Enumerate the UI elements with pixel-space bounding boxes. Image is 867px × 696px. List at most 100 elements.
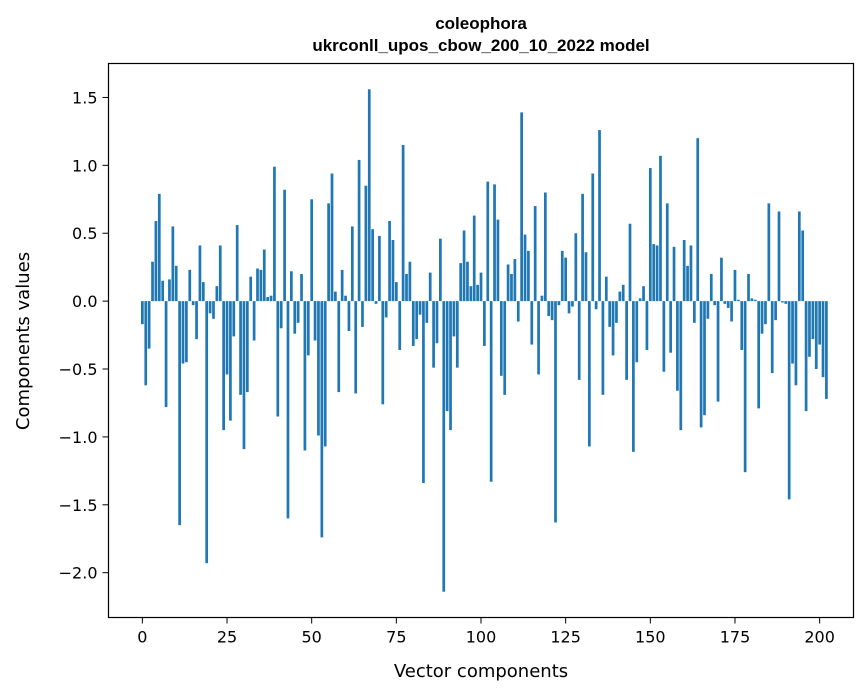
bar-79 xyxy=(408,261,412,302)
bar-49 xyxy=(306,301,310,356)
bar-74 xyxy=(391,240,395,302)
bar-102 xyxy=(486,181,490,302)
x-tick-label: 50 xyxy=(302,628,322,647)
x-tick-label: 200 xyxy=(804,628,835,647)
bar-128 xyxy=(574,233,578,302)
bar-23 xyxy=(218,245,222,302)
bar-158 xyxy=(676,301,679,391)
bar-17 xyxy=(198,245,202,302)
bar-149 xyxy=(645,301,649,350)
bar-197 xyxy=(808,301,811,357)
bar-21 xyxy=(212,301,215,319)
bar-72 xyxy=(384,301,388,318)
bar-67 xyxy=(367,89,371,302)
bar-120 xyxy=(547,301,551,317)
bar-63 xyxy=(354,301,358,394)
bar-196 xyxy=(804,301,808,412)
bar-129 xyxy=(577,301,581,380)
y-tick-label: −0.5 xyxy=(59,360,98,379)
bar-110 xyxy=(513,259,517,302)
bar-50 xyxy=(310,199,314,302)
bar-45 xyxy=(293,301,297,334)
bar-47 xyxy=(300,273,303,302)
bar-9 xyxy=(171,226,175,302)
bar-42 xyxy=(283,189,286,302)
bar-58 xyxy=(337,301,341,393)
bar-77 xyxy=(401,144,405,302)
bar-193 xyxy=(794,301,798,386)
bar-167 xyxy=(706,301,710,319)
bar-65 xyxy=(361,301,364,327)
bar-46 xyxy=(296,301,300,323)
bar-163 xyxy=(692,301,696,323)
bar-27 xyxy=(232,301,236,337)
bar-109 xyxy=(510,273,513,302)
bar-73 xyxy=(388,221,391,302)
x-tick-label: 125 xyxy=(550,628,581,647)
bar-56 xyxy=(330,173,334,302)
bar-182 xyxy=(757,301,761,409)
bar-57 xyxy=(334,291,337,302)
bar-168 xyxy=(709,273,713,302)
bar-195 xyxy=(801,230,805,302)
bar-71 xyxy=(381,301,385,405)
bar-154 xyxy=(662,301,666,372)
bar-150 xyxy=(648,168,652,302)
bar-59 xyxy=(340,269,344,302)
bar-25 xyxy=(225,301,229,375)
bar-76 xyxy=(398,301,402,350)
bar-108 xyxy=(506,264,510,302)
bar-130 xyxy=(581,193,584,302)
bar-151 xyxy=(652,244,656,302)
bar-98 xyxy=(472,215,476,302)
bar-111 xyxy=(516,301,520,322)
bar-36 xyxy=(262,249,266,302)
bar-69 xyxy=(374,301,378,304)
bar-61 xyxy=(347,301,351,331)
bar-152 xyxy=(655,245,659,302)
bar-10 xyxy=(174,265,178,302)
bar-90 xyxy=(445,301,449,412)
bar-87 xyxy=(435,301,439,344)
bar-series xyxy=(141,89,828,592)
bar-191 xyxy=(787,301,791,500)
bar-29 xyxy=(239,301,242,395)
bar-1 xyxy=(144,301,148,386)
bar-5 xyxy=(157,193,161,302)
bar-144 xyxy=(628,223,632,302)
bar-95 xyxy=(462,230,466,302)
bar-187 xyxy=(774,301,777,321)
bar-172 xyxy=(723,301,727,304)
bar-38 xyxy=(269,295,273,302)
bar-60 xyxy=(344,295,347,302)
y-tick-label: 0.0 xyxy=(72,292,97,311)
bar-202 xyxy=(825,301,828,399)
bar-0 xyxy=(141,301,144,325)
bar-44 xyxy=(290,271,293,302)
bar-34 xyxy=(256,268,259,302)
bar-123 xyxy=(557,301,561,306)
bar-190 xyxy=(784,301,788,304)
bar-153 xyxy=(659,155,662,302)
x-tick-label: 75 xyxy=(386,628,406,647)
bar-97 xyxy=(469,286,473,302)
bar-117 xyxy=(537,301,540,375)
bar-164 xyxy=(696,138,700,302)
bar-160 xyxy=(682,240,686,302)
bar-100 xyxy=(479,272,483,302)
bar-122 xyxy=(554,301,557,523)
bar-118 xyxy=(540,295,544,302)
x-axis-label: Vector components xyxy=(394,661,568,682)
bar-114 xyxy=(527,250,530,302)
bar-94 xyxy=(459,263,463,302)
bar-137 xyxy=(604,276,608,302)
bar-176 xyxy=(737,299,740,302)
bar-119 xyxy=(543,192,547,302)
bar-85 xyxy=(428,272,432,302)
bar-33 xyxy=(252,301,256,341)
bar-183 xyxy=(760,301,764,334)
bar-52 xyxy=(317,301,320,436)
bar-54 xyxy=(323,301,327,447)
bar-28 xyxy=(235,225,239,302)
bar-24 xyxy=(222,301,225,431)
